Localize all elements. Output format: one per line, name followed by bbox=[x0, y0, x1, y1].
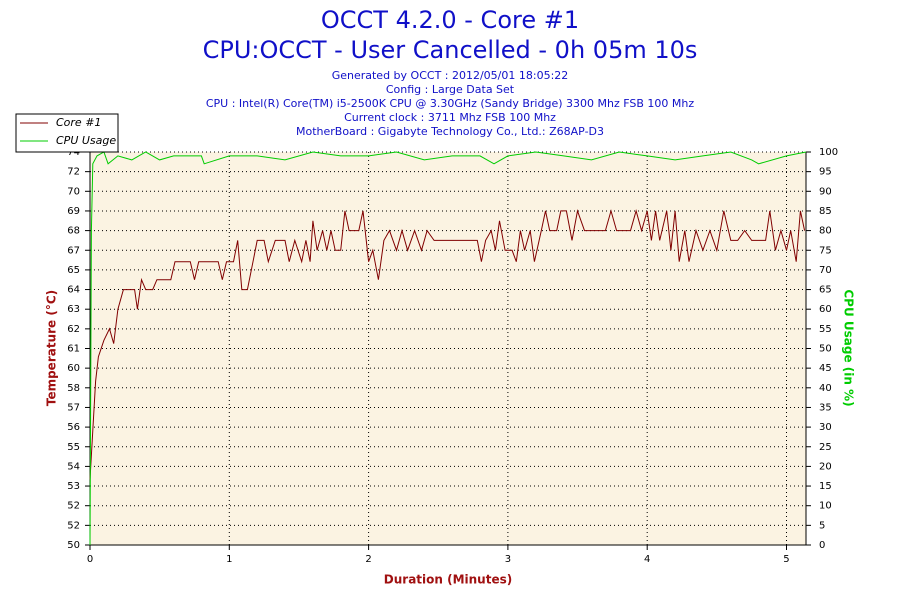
info-line: CPU : Intel(R) Core(TM) i5-2500K CPU @ 3… bbox=[206, 97, 694, 110]
y-tick-label: 52 bbox=[67, 501, 80, 512]
y-tick-label: 67 bbox=[67, 245, 80, 256]
legend-box bbox=[15, 113, 119, 153]
y2-tick-label: 100 bbox=[819, 147, 838, 158]
y2-tick-label: 40 bbox=[819, 383, 832, 394]
info-line: Config : Large Data Set bbox=[386, 83, 515, 96]
y2-tick-label: 65 bbox=[819, 285, 832, 296]
x-axis-label: Duration (Minutes) bbox=[384, 573, 512, 587]
y-tick-label: 62 bbox=[67, 324, 80, 335]
x-tick-label: 2 bbox=[365, 554, 371, 565]
y2-tick-label: 10 bbox=[819, 501, 832, 512]
y-tick-label: 57 bbox=[67, 402, 80, 413]
x-tick-label: 1 bbox=[226, 554, 232, 565]
y-tick-label: 58 bbox=[67, 383, 80, 394]
y-tick-label: 63 bbox=[67, 304, 80, 315]
y2-tick-label: 30 bbox=[819, 422, 832, 433]
info-line: MotherBoard : Gigabyte Technology Co., L… bbox=[296, 125, 604, 138]
y-tick-label: 53 bbox=[67, 481, 80, 492]
series-line bbox=[89, 208, 806, 480]
x-tick-label: 3 bbox=[505, 554, 511, 565]
series-line bbox=[89, 151, 807, 546]
y-tick-label: 50 bbox=[67, 540, 80, 551]
y2-tick-label: 25 bbox=[819, 442, 832, 453]
y2-tick-label: 95 bbox=[819, 167, 832, 178]
y-tick-label: 60 bbox=[67, 363, 80, 374]
y-tick-label: 64 bbox=[67, 285, 80, 296]
y-tick-label: 69 bbox=[67, 206, 80, 217]
x-tick-label: 4 bbox=[644, 554, 650, 565]
y2-tick-label: 80 bbox=[819, 226, 832, 237]
x-tick-label: 0 bbox=[87, 554, 93, 565]
chart-title: OCCT 4.2.0 - Core #1 bbox=[321, 6, 579, 34]
y2-tick-label: 60 bbox=[819, 304, 832, 315]
y2-tick-label: 70 bbox=[819, 265, 832, 276]
y2-tick-label: 75 bbox=[819, 245, 832, 256]
y-tick-label: 56 bbox=[67, 422, 80, 433]
info-line: Generated by OCCT : 2012/05/01 18:05:22 bbox=[332, 69, 569, 82]
x-tick-label: 5 bbox=[783, 554, 789, 565]
y2-tick-label: 55 bbox=[819, 324, 832, 335]
y-tick-label: 54 bbox=[67, 461, 80, 472]
y2-tick-label: 35 bbox=[819, 402, 832, 413]
chart-subtitle: CPU:OCCT - User Cancelled - 0h 05m 10s bbox=[203, 36, 698, 64]
y-tick-label: 72 bbox=[67, 167, 80, 178]
legend-label: CPU Usage bbox=[56, 134, 116, 147]
y2-tick-label: 20 bbox=[819, 461, 832, 472]
y-tick-label: 70 bbox=[67, 186, 80, 197]
y-tick-label: 55 bbox=[67, 442, 80, 453]
y2-tick-label: 0 bbox=[819, 540, 825, 551]
y2-axis-label: CPU Usage (in %) bbox=[842, 289, 856, 406]
y2-tick-label: 15 bbox=[819, 481, 832, 492]
y-tick-label: 52 bbox=[67, 520, 80, 531]
y-axis-label: Temperature (°C) bbox=[45, 290, 59, 406]
legend-label: Core #1 bbox=[56, 116, 101, 129]
y2-tick-label: 45 bbox=[819, 363, 832, 374]
y2-tick-label: 50 bbox=[819, 344, 832, 355]
y-tick-label: 68 bbox=[67, 226, 80, 237]
y-tick-label: 65 bbox=[67, 265, 80, 276]
info-line: Current clock : 3711 Mhz FSB 100 Mhz bbox=[344, 111, 556, 124]
y2-tick-label: 5 bbox=[819, 520, 825, 531]
y-tick-label: 61 bbox=[67, 344, 80, 355]
y2-tick-label: 90 bbox=[819, 186, 832, 197]
y2-tick-label: 85 bbox=[819, 206, 832, 217]
